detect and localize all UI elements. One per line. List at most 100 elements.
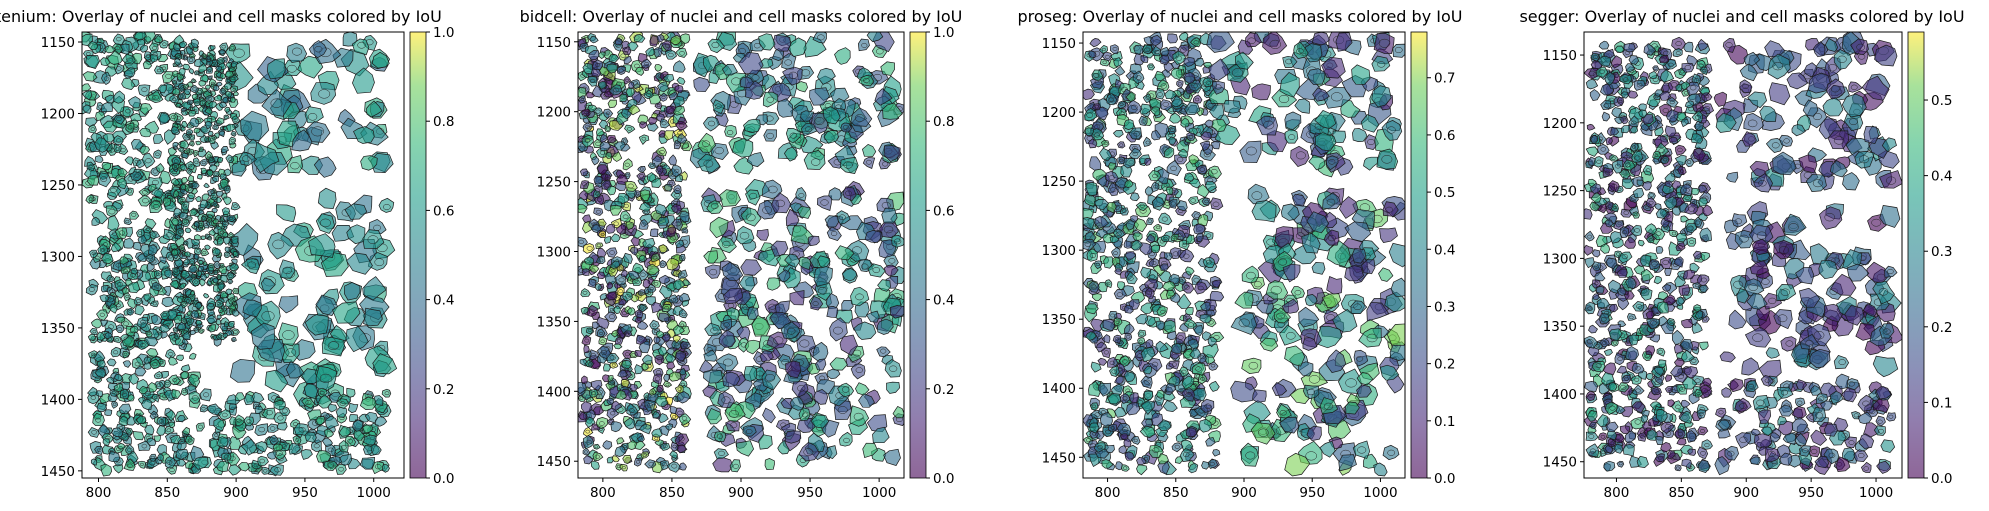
nucleus-outline bbox=[715, 103, 722, 109]
cell-mask bbox=[1129, 192, 1140, 202]
cell-mask bbox=[622, 454, 632, 465]
cell-mask bbox=[592, 443, 601, 450]
nucleus-outline bbox=[103, 76, 110, 81]
cell-mask bbox=[882, 102, 903, 120]
nucleus-outline bbox=[708, 120, 716, 127]
nucleus-outline bbox=[682, 229, 687, 233]
cell-mask bbox=[772, 34, 792, 52]
cell-mask bbox=[118, 415, 129, 426]
cell-mask bbox=[615, 336, 624, 345]
cell-mask bbox=[593, 406, 604, 416]
cell-mask bbox=[266, 451, 277, 460]
cell-mask bbox=[663, 130, 674, 141]
cell-mask bbox=[87, 386, 99, 397]
nucleus-outline bbox=[639, 291, 644, 295]
cell-mask bbox=[674, 120, 688, 132]
cell-mask bbox=[200, 248, 210, 257]
cell-mask bbox=[151, 314, 163, 325]
cell-mask bbox=[634, 458, 643, 467]
cell-mask bbox=[137, 234, 148, 245]
cell-mask bbox=[123, 458, 136, 471]
colorbar-tick-label: 0.0 bbox=[933, 471, 954, 487]
nucleus-outline bbox=[584, 110, 589, 115]
cell-mask bbox=[94, 155, 104, 163]
nucleus-outline bbox=[197, 90, 202, 94]
cell-mask bbox=[119, 256, 130, 265]
cell-mask bbox=[596, 345, 612, 360]
cell-mask bbox=[305, 121, 331, 143]
nucleus-outline bbox=[595, 63, 601, 68]
cell-mask bbox=[1167, 33, 1178, 44]
cell-mask bbox=[186, 129, 194, 136]
nucleus-outline bbox=[830, 231, 838, 237]
cell-mask bbox=[1311, 32, 1330, 45]
cell-mask bbox=[679, 341, 692, 350]
cell-mask bbox=[124, 67, 136, 78]
cell-mask bbox=[231, 115, 241, 124]
nucleus-outline bbox=[185, 299, 191, 303]
cell-mask bbox=[666, 258, 679, 271]
cell-mask bbox=[654, 64, 663, 72]
cell-mask bbox=[137, 84, 151, 97]
cell-mask bbox=[287, 154, 304, 174]
cell-mask bbox=[104, 45, 116, 54]
cell-mask bbox=[208, 101, 218, 109]
cell-mask bbox=[171, 249, 179, 257]
nucleus-outline bbox=[113, 350, 119, 355]
cell-mask bbox=[823, 130, 839, 144]
colorbar-tick-label: 0.8 bbox=[933, 114, 954, 130]
cell-mask bbox=[1186, 132, 1196, 141]
nucleus-outline bbox=[212, 202, 216, 206]
nucleus-outline bbox=[888, 258, 896, 264]
nucleus-outline bbox=[202, 54, 207, 58]
nucleus-outline bbox=[657, 168, 662, 172]
cell-mask bbox=[173, 189, 180, 198]
nucleus-outline bbox=[773, 336, 784, 345]
cell-mask bbox=[94, 137, 111, 153]
nucleus-outline bbox=[837, 406, 848, 414]
nucleus-outline bbox=[672, 415, 677, 419]
cell-mask bbox=[315, 213, 335, 234]
cell-mask bbox=[216, 156, 224, 164]
cell-mask bbox=[164, 269, 173, 279]
nucleus-outline bbox=[290, 162, 300, 170]
cell-mask bbox=[826, 226, 842, 242]
nucleus-outline bbox=[609, 355, 616, 361]
cell-mask bbox=[672, 335, 681, 344]
nucleus-outline bbox=[668, 52, 674, 58]
cell-mask bbox=[849, 405, 870, 427]
cell-mask bbox=[87, 426, 100, 438]
cell-mask bbox=[1290, 145, 1310, 168]
cell-mask bbox=[1284, 111, 1302, 131]
cell-mask bbox=[596, 328, 606, 338]
cell-mask bbox=[857, 38, 870, 52]
cell-mask bbox=[634, 190, 642, 199]
cell-mask bbox=[658, 130, 666, 138]
nucleus-outline bbox=[172, 378, 178, 383]
cell-mask bbox=[1112, 334, 1122, 344]
cell-mask bbox=[613, 141, 626, 151]
nucleus-outline bbox=[285, 348, 297, 357]
cell-mask bbox=[139, 145, 151, 156]
cell-mask bbox=[578, 411, 588, 421]
nucleus-outline bbox=[232, 338, 235, 342]
cell-mask bbox=[139, 264, 149, 273]
cell-mask bbox=[88, 350, 98, 359]
nucleus-outline bbox=[193, 151, 198, 155]
nucleus-outline bbox=[357, 41, 366, 49]
cell-mask bbox=[784, 253, 801, 268]
nucleus-outline bbox=[191, 274, 195, 278]
cell-mask bbox=[221, 207, 231, 215]
nucleus-outline bbox=[168, 351, 174, 357]
cell-mask bbox=[660, 442, 671, 451]
cell-mask bbox=[864, 229, 882, 243]
cell-mask bbox=[673, 139, 682, 150]
cell-mask bbox=[585, 327, 593, 335]
cell-mask bbox=[157, 259, 170, 270]
cell-mask bbox=[671, 339, 683, 350]
nucleus-outline bbox=[641, 222, 647, 227]
cell-mask bbox=[621, 360, 633, 369]
nucleus-outline bbox=[628, 408, 635, 413]
nucleus-outline bbox=[152, 204, 160, 210]
cell-mask bbox=[198, 260, 204, 266]
